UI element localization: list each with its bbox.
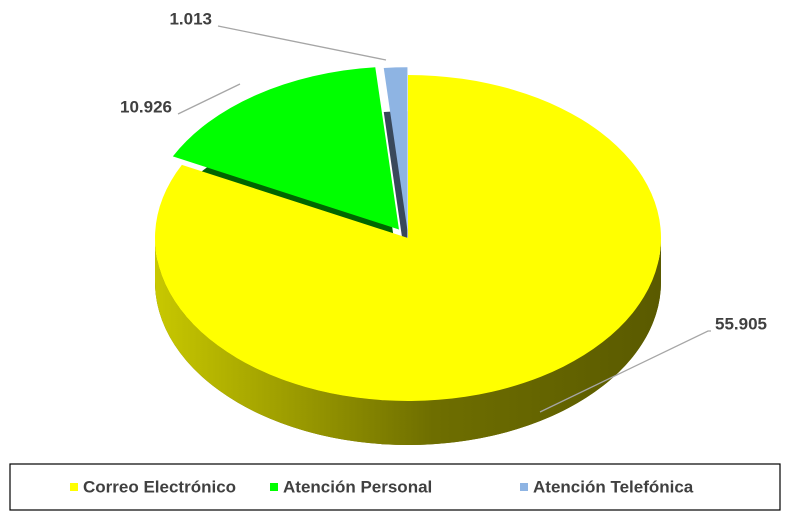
slice — [154, 75, 661, 401]
legend-box — [9, 463, 781, 511]
pie — [154, 67, 661, 445]
legend: Correo Electrónico Atención Personal Atenc… — [70, 477, 694, 496]
data-label: 10.926 — [120, 97, 172, 116]
legend-swatch — [70, 483, 78, 491]
slice — [172, 67, 399, 230]
leader-line — [217, 25, 387, 61]
slice-side — [155, 238, 661, 445]
legend-swatch — [520, 483, 528, 491]
legend-label: Atención Personal — [283, 477, 432, 496]
labels: 55.905 10.926 1.013 — [120, 9, 767, 413]
legend-swatch — [270, 483, 278, 491]
data-label: 55.905 — [715, 314, 767, 333]
leader-line — [177, 83, 241, 115]
data-label: 1.013 — [169, 9, 212, 28]
slice — [383, 67, 408, 231]
legend-label: Atención Telefónica — [533, 477, 694, 496]
leader-line — [539, 330, 711, 413]
legend-label: Correo Electrónico — [83, 477, 236, 496]
